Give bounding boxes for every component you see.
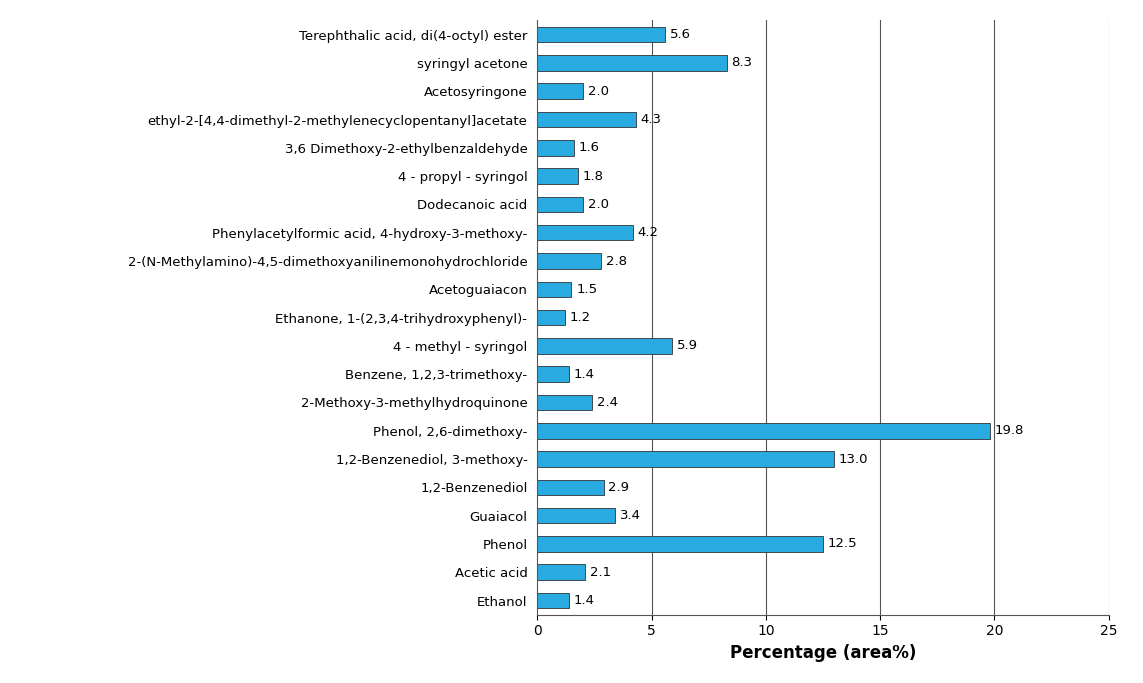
Text: 2.1: 2.1: [590, 566, 610, 579]
Bar: [537, 27, 665, 42]
Text: 1.2: 1.2: [569, 311, 590, 324]
Bar: [537, 366, 569, 382]
Text: 4.2: 4.2: [638, 226, 658, 239]
Bar: [537, 338, 672, 354]
Text: 2.9: 2.9: [608, 481, 629, 494]
Bar: [537, 451, 834, 467]
Bar: [537, 55, 727, 71]
Bar: [537, 83, 583, 99]
Text: 19.8: 19.8: [994, 424, 1024, 437]
Bar: [537, 168, 578, 184]
Text: 12.5: 12.5: [828, 538, 857, 550]
Text: 13.0: 13.0: [839, 453, 869, 466]
Text: 1.6: 1.6: [578, 141, 599, 154]
Text: 2.8: 2.8: [606, 255, 626, 268]
Text: 2.4: 2.4: [597, 396, 617, 409]
Bar: [537, 112, 636, 127]
Text: 2.0: 2.0: [588, 85, 608, 98]
Bar: [537, 536, 823, 552]
Bar: [537, 593, 569, 609]
Bar: [537, 564, 585, 580]
Bar: [537, 197, 583, 212]
Text: 5.6: 5.6: [670, 28, 690, 41]
Text: 3.4: 3.4: [620, 509, 640, 522]
Text: 8.3: 8.3: [732, 57, 752, 70]
Text: 5.9: 5.9: [677, 339, 697, 352]
Bar: [537, 395, 592, 410]
Text: 1.8: 1.8: [583, 169, 604, 182]
Text: 1.5: 1.5: [576, 283, 597, 296]
Text: 1.4: 1.4: [574, 367, 594, 380]
Bar: [537, 479, 604, 495]
X-axis label: Percentage (area%): Percentage (area%): [729, 644, 917, 662]
Bar: [537, 508, 615, 523]
Bar: [537, 253, 601, 269]
Text: 4.3: 4.3: [640, 113, 661, 126]
Bar: [537, 225, 633, 240]
Text: 2.0: 2.0: [588, 198, 608, 211]
Bar: [537, 281, 572, 297]
Bar: [537, 140, 574, 156]
Text: 1.4: 1.4: [574, 594, 594, 607]
Bar: [537, 310, 565, 325]
Bar: [537, 423, 990, 438]
